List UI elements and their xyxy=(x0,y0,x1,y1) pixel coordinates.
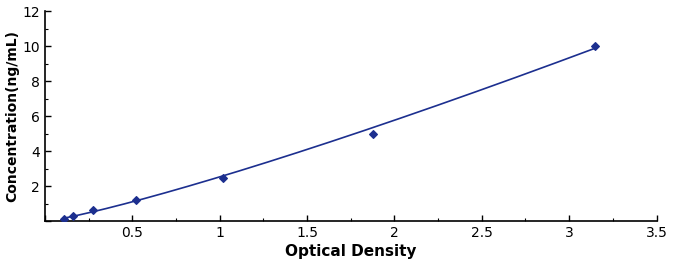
Y-axis label: Concentration(ng/mL): Concentration(ng/mL) xyxy=(5,30,20,202)
X-axis label: Optical Density: Optical Density xyxy=(285,244,417,259)
